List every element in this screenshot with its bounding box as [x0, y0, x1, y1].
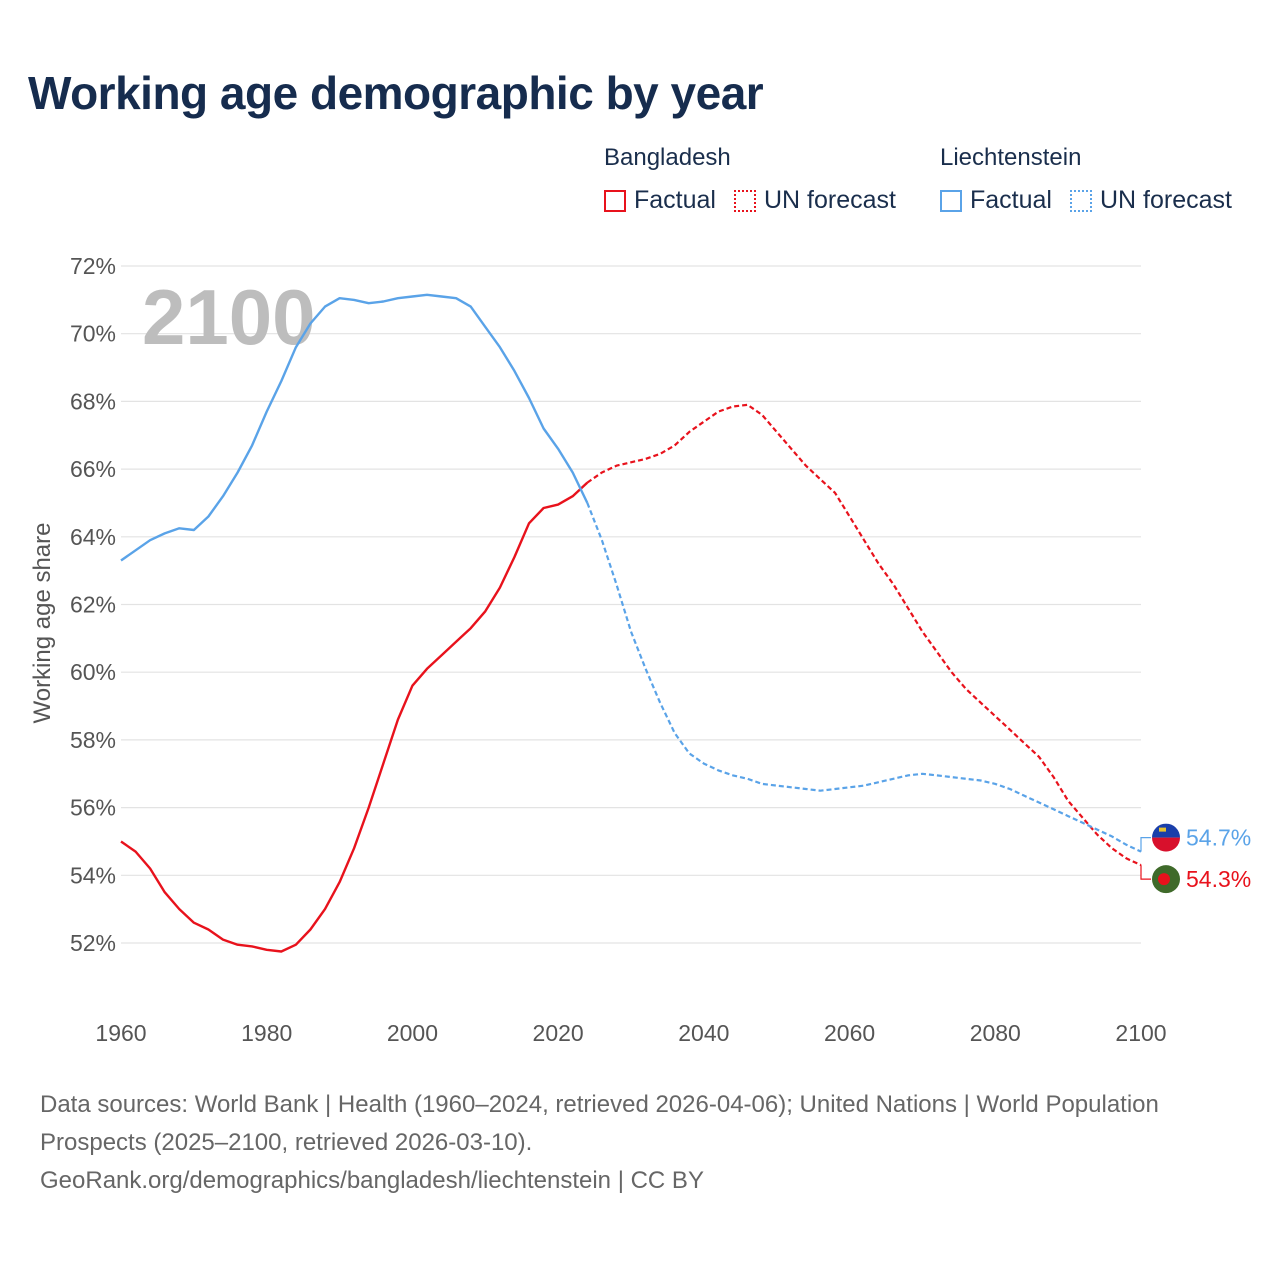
- liechtenstein-flag-icon: [1152, 823, 1180, 852]
- x-tick-label: 2100: [1115, 1020, 1166, 1046]
- y-tick-label: 66%: [70, 456, 116, 482]
- y-tick-label: 58%: [70, 727, 116, 753]
- x-tick-label: 2080: [970, 1020, 1021, 1046]
- data-sources: Data sources: World Bank | Health (1960–…: [40, 1091, 1159, 1156]
- x-tick-label: 2000: [387, 1020, 438, 1046]
- series-line-liechtenstein-factual: [120, 293, 589, 562]
- current-year-watermark: 2100: [142, 273, 316, 361]
- y-tick-label: 52%: [70, 930, 116, 956]
- grid-lines: [121, 265, 1141, 944]
- end-value-label-bangladesh: 54.3%: [1186, 866, 1251, 892]
- y-tick-label: 60%: [70, 659, 116, 685]
- legend-bangladesh-forecast[interactable]: UN forecast: [733, 186, 896, 215]
- legend-bangladesh: Bangladesh Factual UN forecast: [604, 144, 914, 215]
- legend-label-bangladesh-forecast: UN forecast: [763, 186, 896, 214]
- x-tick-label: 1980: [241, 1020, 292, 1046]
- legend-swatch-bangladesh-forecast: [733, 189, 756, 212]
- legend-label-liechtenstein-forecast: UN forecast: [1099, 186, 1232, 214]
- y-tick-label: 72%: [70, 253, 116, 279]
- legend-swatch-bangladesh-factual: [604, 189, 626, 212]
- y-tick-label: 62%: [70, 592, 116, 618]
- series-line-bangladesh-factual: [120, 481, 589, 953]
- y-axis: 52% 54% 56% 58% 60% 62% 64% 66% 68% 70% 72%: [70, 253, 116, 956]
- chart-title: Working age demographic by year: [28, 67, 764, 119]
- y-tick-label: 64%: [70, 524, 116, 550]
- line-chart: 52%54%56%58%60%62%64%66%68%70%72% 1960 19…: [29, 253, 1251, 1046]
- x-tick-label: 2060: [824, 1020, 875, 1046]
- y-tick-label: 54%: [70, 862, 116, 888]
- end-connector-bangladesh: [1140, 865, 1151, 880]
- end-markers: 54.3% 54.7%: [1140, 823, 1251, 894]
- footer: Data sources: World Bank | Health (1960–…: [40, 1086, 1240, 1200]
- legend-liechtenstein-forecast[interactable]: UN forecast: [1069, 186, 1232, 215]
- y-tick-label: 70%: [70, 321, 116, 347]
- series-line-bangladesh-forecast: [586, 403, 1142, 867]
- legend-label-liechtenstein-factual: Factual: [970, 186, 1052, 214]
- legend-liechtenstein: Liechtenstein Factual UN forecast: [940, 144, 1232, 215]
- x-axis: 1960 1980 2000 2020 2040 2060 2080 2100: [95, 1020, 1166, 1046]
- footer-link[interactable]: GeoRank.org/demographics/bangladesh/liec…: [40, 1167, 704, 1194]
- x-tick-label: 2040: [678, 1020, 729, 1046]
- legend-country-liechtenstein: Liechtenstein: [940, 144, 1082, 171]
- x-tick-label: 1960: [95, 1020, 146, 1046]
- y-tick-label: 68%: [70, 388, 116, 414]
- legend-liechtenstein-factual[interactable]: Factual: [940, 186, 1052, 215]
- legend-swatch-liechtenstein-factual: [940, 189, 962, 212]
- y-tick-label: 56%: [70, 795, 116, 821]
- bangladesh-flag-icon: [1152, 865, 1180, 894]
- legend-swatch-liechtenstein-forecast: [1069, 189, 1092, 212]
- end-value-label-liechtenstein: 54.7%: [1186, 825, 1251, 851]
- series-lines: [120, 293, 1142, 953]
- end-connector-liechtenstein: [1140, 837, 1151, 852]
- y-axis-label: Working age share: [29, 523, 56, 724]
- legend-label-bangladesh-factual: Factual: [634, 186, 716, 214]
- legend-bangladesh-factual[interactable]: Factual: [604, 186, 716, 215]
- legend-country-bangladesh: Bangladesh: [604, 144, 731, 171]
- series-line-liechtenstein-forecast: [586, 502, 1142, 853]
- x-tick-label: 2020: [533, 1020, 584, 1046]
